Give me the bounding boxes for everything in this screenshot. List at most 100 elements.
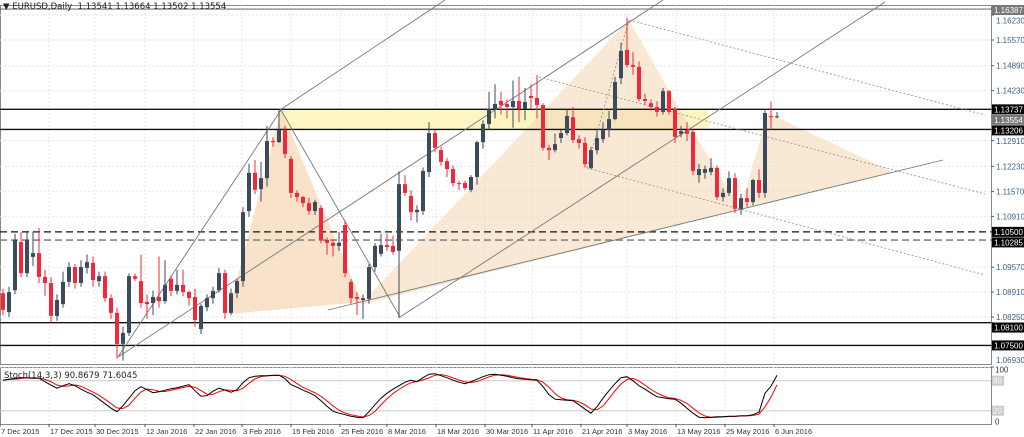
price-tick-label: 1.06930 bbox=[996, 356, 1024, 365]
candle bbox=[415, 205, 419, 223]
price-label-bg bbox=[992, 237, 1024, 248]
candle bbox=[541, 103, 545, 151]
price-label: 1.07500 bbox=[994, 341, 1023, 350]
date-label: 15 Feb 2016 bbox=[292, 427, 334, 436]
candle bbox=[373, 243, 377, 272]
date-label: 30 Dec 2015 bbox=[96, 427, 139, 436]
candle-body bbox=[463, 183, 467, 188]
candle bbox=[685, 122, 689, 142]
candle bbox=[73, 264, 77, 289]
stoch-level-label: 0 bbox=[995, 418, 1000, 427]
candle-body bbox=[631, 64, 635, 67]
candle bbox=[613, 76, 617, 121]
price-tick-label: 1.09570 bbox=[996, 263, 1024, 272]
candle bbox=[49, 277, 53, 323]
candle bbox=[571, 106, 575, 143]
candle-body bbox=[247, 172, 251, 212]
candle-body bbox=[607, 119, 611, 131]
candle bbox=[583, 137, 587, 168]
candle bbox=[733, 173, 737, 213]
candle bbox=[247, 163, 251, 217]
candle bbox=[595, 129, 599, 155]
candle-body bbox=[679, 131, 683, 134]
price-label: 1.10285 bbox=[994, 238, 1023, 247]
candle-body bbox=[691, 131, 695, 171]
candle bbox=[343, 220, 347, 278]
candle-body bbox=[13, 239, 17, 291]
candle-body bbox=[97, 276, 101, 282]
price-label: 1.13737 bbox=[994, 105, 1023, 114]
candle bbox=[553, 133, 557, 153]
candle bbox=[139, 254, 143, 308]
date-label: 11 Apr 2016 bbox=[533, 427, 573, 436]
candle bbox=[565, 108, 569, 136]
candle-body bbox=[145, 301, 149, 305]
candle-body bbox=[181, 284, 185, 293]
price-label-bg bbox=[992, 340, 1024, 351]
candle bbox=[319, 205, 323, 244]
date-label: 17 Dec 2015 bbox=[50, 427, 93, 436]
price-tick-label: 1.14890 bbox=[996, 62, 1024, 71]
candle bbox=[601, 122, 605, 143]
candle-body bbox=[373, 245, 377, 268]
ohlc-readout: 1.13541 1.13664 1.13502 1.13554 bbox=[77, 2, 227, 12]
candle-body bbox=[673, 108, 677, 137]
candle-body bbox=[367, 267, 371, 299]
candle-body bbox=[385, 245, 389, 248]
candle-body bbox=[445, 161, 449, 170]
candle-body bbox=[469, 176, 473, 190]
price-tick-label: 1.08250 bbox=[996, 313, 1024, 322]
candle-body bbox=[625, 49, 629, 65]
candle bbox=[145, 294, 149, 319]
candle bbox=[151, 290, 155, 316]
candle-body bbox=[547, 147, 551, 151]
stoch-level-bg bbox=[992, 405, 1004, 416]
candle bbox=[697, 163, 701, 183]
candle-body bbox=[283, 130, 287, 154]
date-label: 3 Feb 2016 bbox=[243, 427, 281, 436]
trend-line bbox=[117, 109, 282, 358]
candle-body bbox=[481, 124, 485, 143]
candle bbox=[715, 165, 719, 200]
price-tick-label: 1.16230 bbox=[996, 17, 1024, 26]
candle bbox=[649, 99, 653, 111]
candle bbox=[43, 269, 47, 297]
candle-body bbox=[727, 178, 731, 193]
candle bbox=[187, 290, 191, 306]
date-label: 8 Mar 2016 bbox=[388, 427, 426, 436]
price-tick-label: 1.14230 bbox=[996, 87, 1024, 96]
candle-body bbox=[193, 296, 197, 321]
triangle-down-icon[interactable]: ▼ bbox=[3, 2, 13, 12]
candle-body bbox=[709, 167, 713, 173]
candle bbox=[31, 231, 35, 266]
candle bbox=[691, 129, 695, 176]
candle bbox=[421, 167, 425, 215]
candle bbox=[451, 165, 455, 187]
candle-body bbox=[499, 100, 503, 106]
candle-body bbox=[529, 95, 533, 98]
candle-body bbox=[7, 292, 11, 313]
date-label: 12 Jan 2016 bbox=[146, 427, 187, 436]
price-label-bg bbox=[992, 322, 1024, 333]
candle-body bbox=[457, 183, 461, 185]
candle bbox=[709, 158, 713, 176]
candle-body bbox=[277, 130, 281, 143]
candle bbox=[643, 93, 647, 106]
candle bbox=[637, 61, 641, 102]
candle-body bbox=[169, 278, 173, 291]
candle bbox=[721, 188, 725, 202]
candle bbox=[607, 110, 611, 138]
candle bbox=[235, 279, 239, 299]
candle bbox=[127, 273, 131, 336]
dotted-channel-line bbox=[586, 167, 986, 276]
price-label-bg bbox=[992, 104, 1024, 115]
candle bbox=[25, 231, 29, 278]
candle-body bbox=[85, 262, 89, 268]
candle bbox=[757, 169, 761, 198]
candle bbox=[379, 233, 383, 257]
candle-body bbox=[493, 103, 497, 109]
candle bbox=[109, 294, 113, 319]
candle bbox=[751, 178, 755, 206]
candle-body bbox=[655, 106, 659, 112]
